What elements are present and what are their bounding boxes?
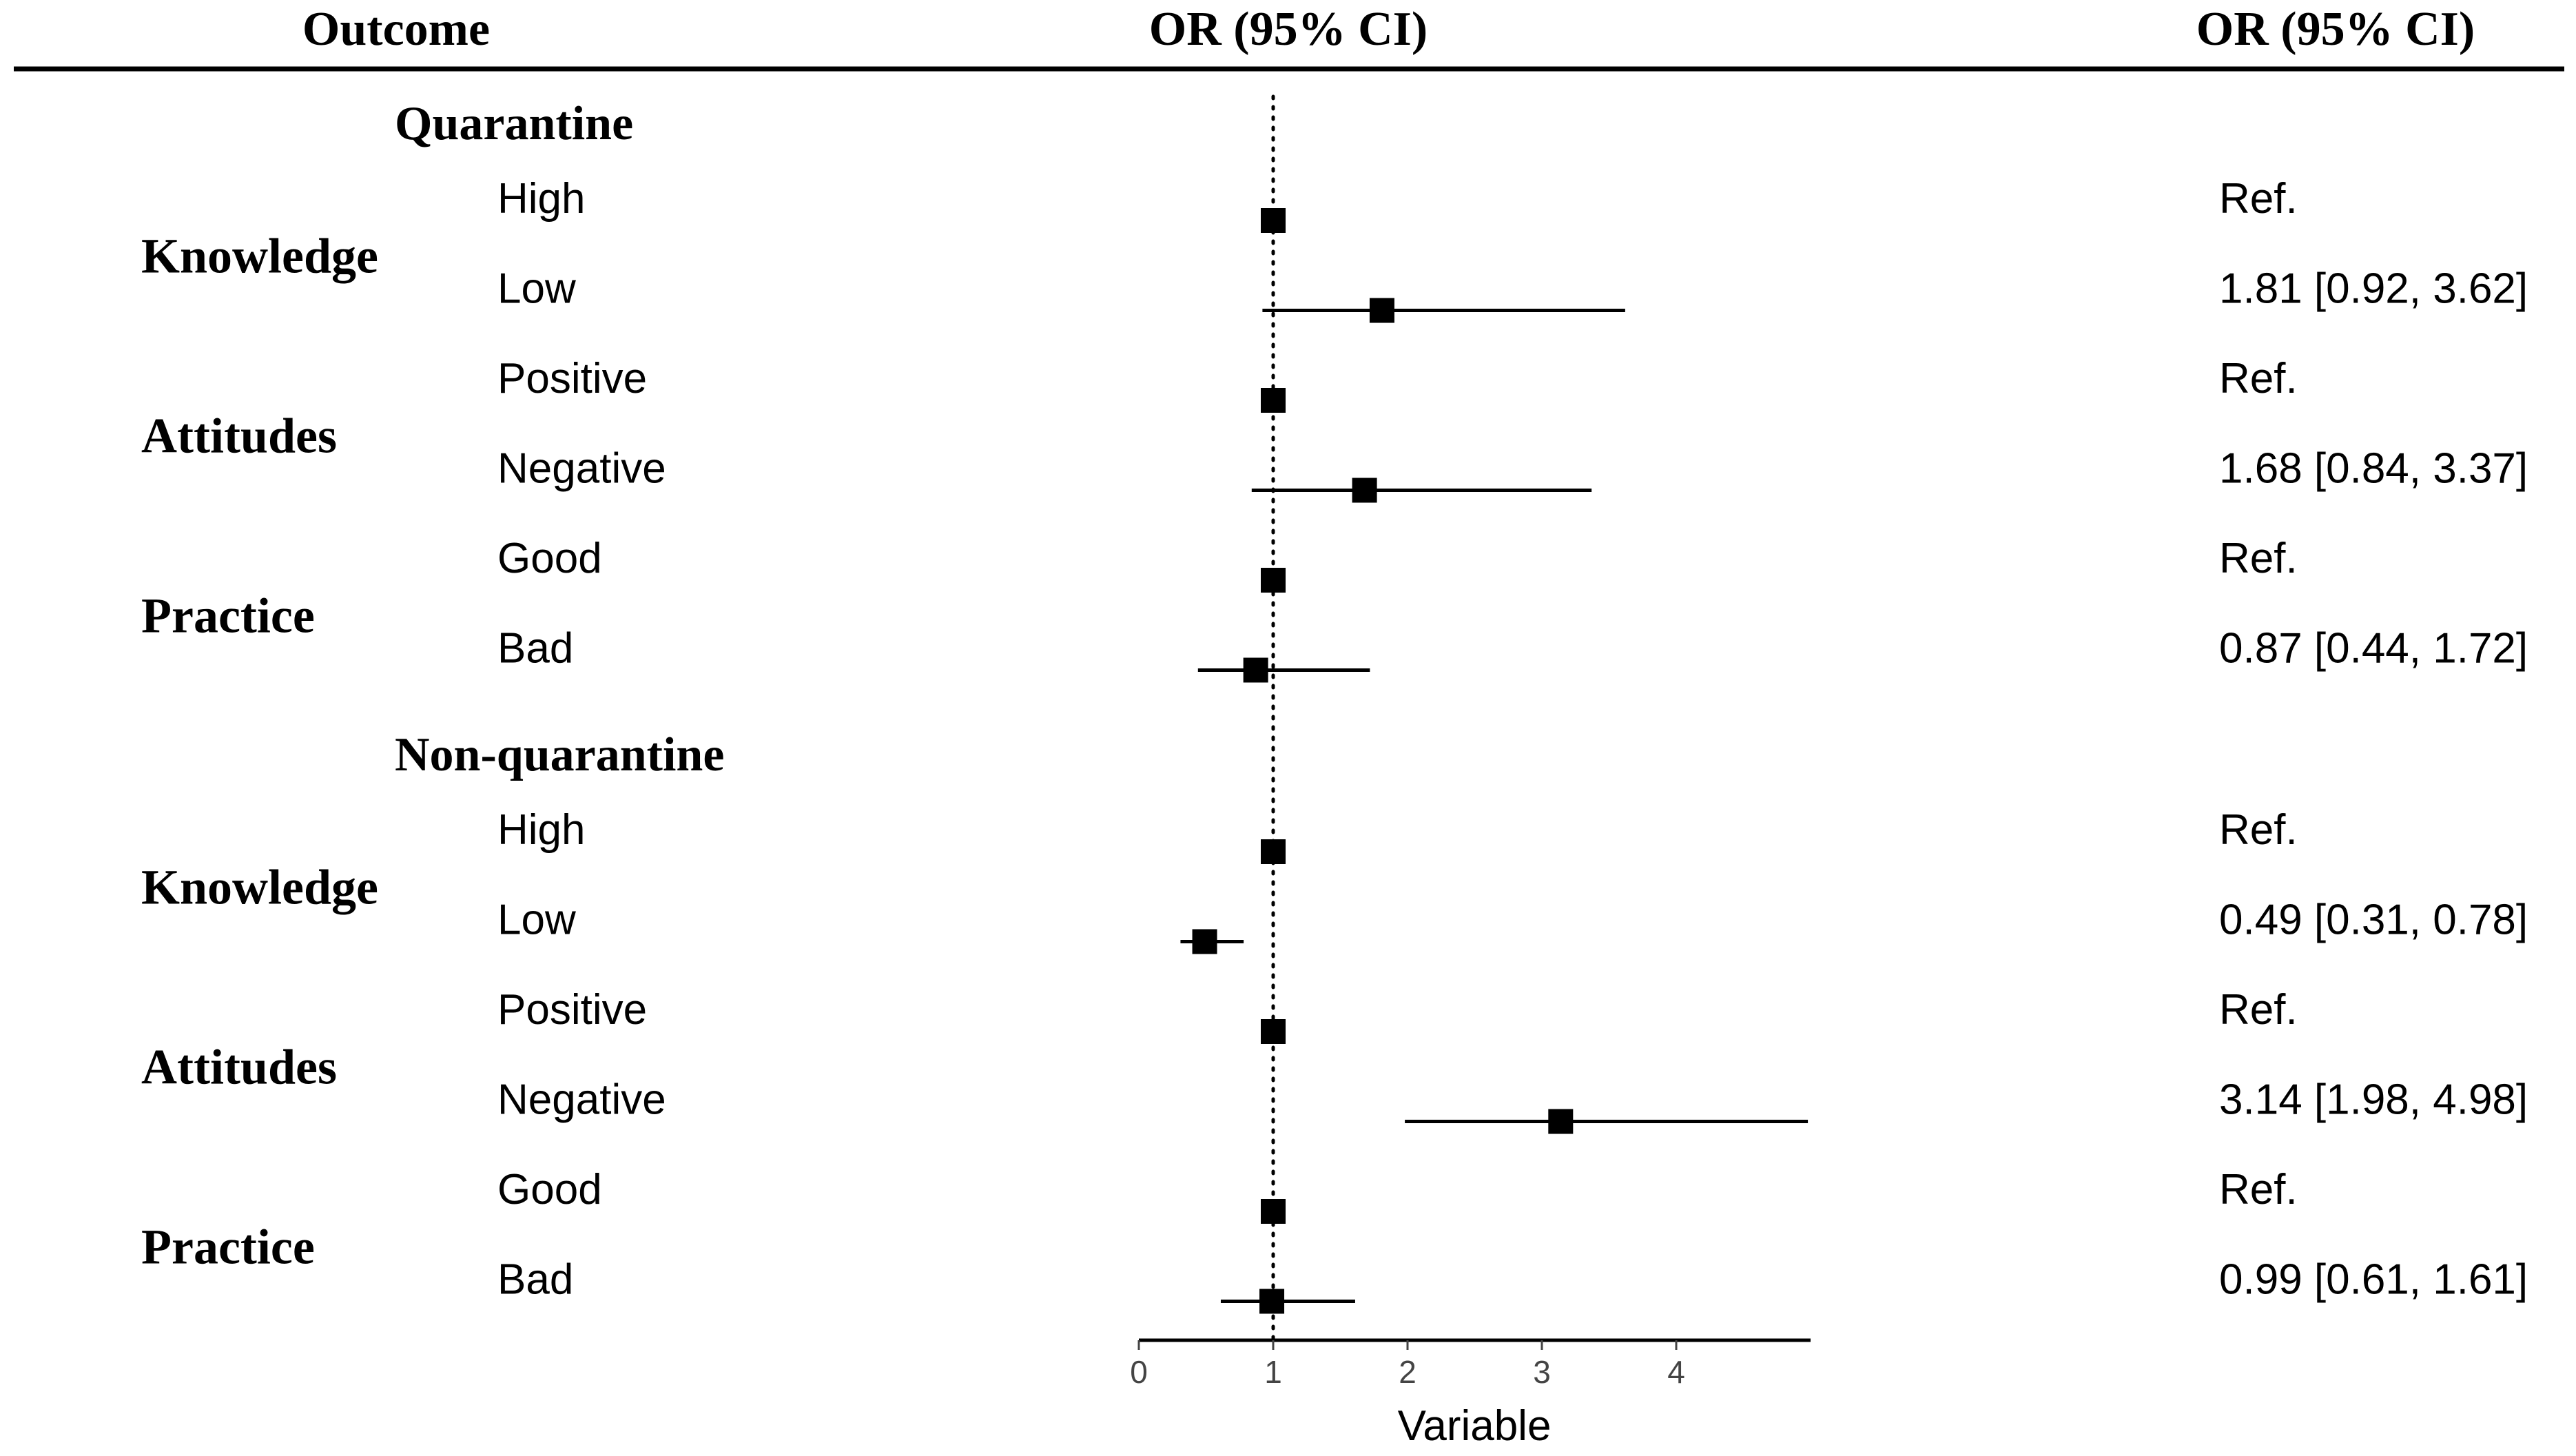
group-label: Practice — [141, 588, 315, 643]
or-point-marker — [1192, 929, 1217, 954]
or-point-marker — [1261, 568, 1286, 593]
or-value-text: 1.68 [0.84, 3.37] — [2219, 445, 2528, 493]
section-title: Non-quarantine — [395, 728, 724, 781]
or-point-marker — [1548, 1109, 1574, 1134]
x-tick-label: 1 — [1264, 1354, 1282, 1390]
or-point-marker — [1261, 1019, 1286, 1044]
or-value-text: 3.14 [1.98, 4.98] — [2219, 1076, 2528, 1124]
or-value-text: 0.87 [0.44, 1.72] — [2219, 625, 2528, 673]
or-value-text: Ref. — [2219, 986, 2298, 1034]
group-label: Knowledge — [141, 228, 378, 283]
group-label: Knowledge — [141, 859, 378, 914]
level-label: Low — [497, 265, 576, 313]
or-value-text: 1.81 [0.92, 3.62] — [2219, 265, 2528, 313]
level-label: Negative — [497, 445, 666, 493]
level-label: High — [497, 175, 586, 223]
or-value-text: Ref. — [2219, 355, 2298, 402]
level-label: Bad — [497, 1256, 573, 1304]
x-axis-label: Variable — [1398, 1402, 1552, 1450]
level-label: Good — [497, 1166, 602, 1213]
x-tick-label: 0 — [1130, 1354, 1148, 1390]
header-or-plot: OR (95% CI) — [1149, 3, 1428, 56]
x-tick-label: 3 — [1533, 1354, 1551, 1390]
or-point-marker — [1352, 478, 1377, 503]
header-or-text: OR (95% CI) — [2196, 3, 2475, 56]
or-point-marker — [1261, 1199, 1286, 1224]
level-label: Positive — [497, 355, 647, 402]
x-axis: 0 1 2 3 4 — [1130, 1338, 1811, 1390]
or-value-text: Ref. — [2219, 175, 2298, 223]
section-title: Quarantine — [395, 97, 633, 150]
level-label: Positive — [497, 986, 647, 1034]
x-tick-label: 4 — [1667, 1354, 1685, 1390]
level-label: Bad — [497, 625, 573, 673]
or-value-text: Ref. — [2219, 535, 2298, 582]
or-value-text: Ref. — [2219, 806, 2298, 854]
header-outcome: Outcome — [302, 3, 490, 56]
group-label: Attitudes — [141, 408, 337, 463]
or-point-marker — [1261, 388, 1286, 413]
group-label: Attitudes — [141, 1039, 337, 1094]
level-label: Negative — [497, 1076, 666, 1124]
plot-layer: Quarantine Knowledge High Ref. Low 1.81 [0.92… — [141, 94, 2528, 1342]
level-label: Low — [497, 896, 576, 944]
or-value-text: 0.49 [0.31, 0.78] — [2219, 896, 2528, 944]
or-point-marker — [1369, 298, 1394, 323]
x-tick-label: 2 — [1399, 1354, 1416, 1390]
or-point-marker — [1261, 208, 1286, 233]
or-point-marker — [1243, 657, 1268, 683]
level-label: High — [497, 806, 586, 854]
or-point-marker — [1259, 1289, 1285, 1314]
group-label: Practice — [141, 1219, 315, 1274]
or-value-text: Ref. — [2219, 1166, 2298, 1213]
or-point-marker — [1261, 839, 1286, 864]
or-value-text: 0.99 [0.61, 1.61] — [2219, 1256, 2528, 1304]
level-label: Good — [497, 535, 602, 582]
